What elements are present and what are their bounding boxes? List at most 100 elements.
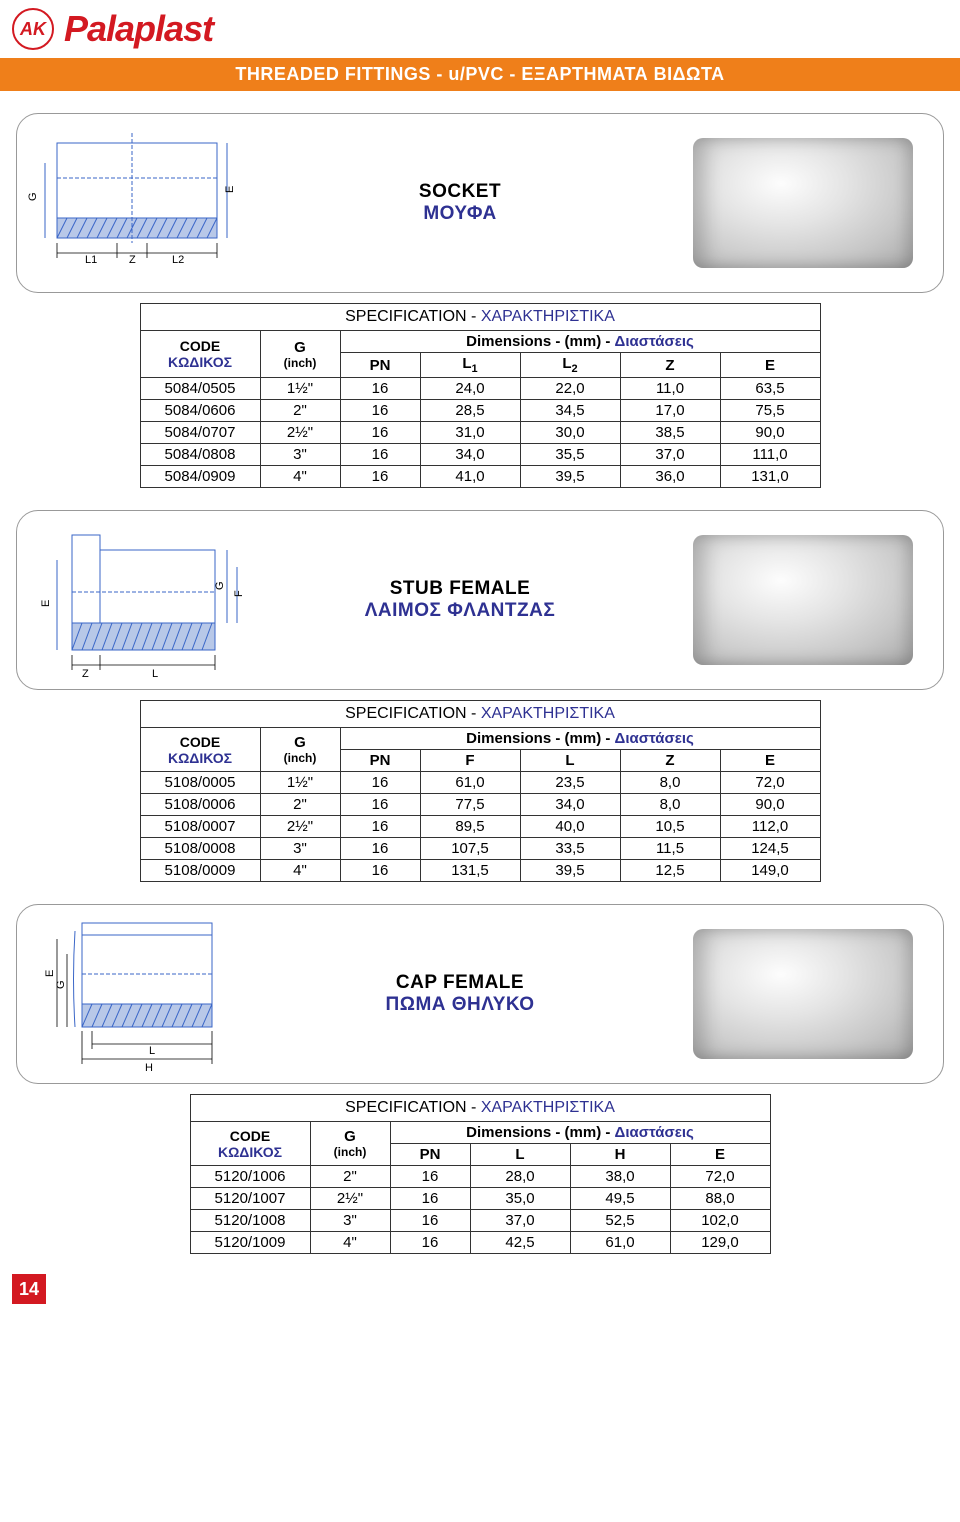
table-row: 5084/09094"1641,039,536,0131,0 [140, 466, 820, 488]
spec-title: SPECIFICATION - ΧΑΡΑΚΤΗΡΙΣΤΙΚΑ [140, 701, 820, 728]
code-header: CODE ΚΩΔΙΚΟΣ [140, 728, 260, 772]
dim-col-header: PN [390, 1144, 470, 1166]
diagram-cap-female: E G L H [27, 909, 247, 1079]
table-cell: 3" [310, 1210, 390, 1232]
table-cell: 37,0 [620, 444, 720, 466]
table-cell: 63,5 [720, 378, 820, 400]
page-number: 14 [12, 1274, 46, 1304]
table-cell: 5120/1009 [190, 1232, 310, 1254]
table-cell: 11,5 [620, 838, 720, 860]
table-cell: 2½" [310, 1188, 390, 1210]
table-cell: 34,5 [520, 400, 620, 422]
logo-row: AK Palaplast [0, 0, 960, 54]
table-cell: 5084/0505 [140, 378, 260, 400]
table-cell: 3" [260, 838, 340, 860]
table-row: 5108/00062"1677,534,08,090,0 [140, 794, 820, 816]
technical-diagram: G E L1 Z L2 [17, 114, 257, 292]
table-cell: 77,5 [420, 794, 520, 816]
code-header: CODE ΚΩΔΙΚΟΣ [140, 331, 260, 378]
svg-text:E: E [224, 186, 236, 193]
table-cell: 34,0 [420, 444, 520, 466]
dim-col-header: Z [620, 750, 720, 772]
dimensions-header: Dimensions - (mm) - Διαστάσεις [340, 331, 820, 353]
table-row: 5120/10072½"1635,049,588,0 [190, 1188, 770, 1210]
table-cell: 129,0 [670, 1232, 770, 1254]
table-cell: 24,0 [420, 378, 520, 400]
spec-table: SPECIFICATION - ΧΑΡΑΚΤΗΡΙΣΤΙΚΑ CODE ΚΩΔΙ… [190, 1094, 771, 1254]
table-cell: 90,0 [720, 422, 820, 444]
product-card: G E L1 Z L2 SOCKET ΜΟΥΦΑ [16, 113, 944, 293]
svg-text:L: L [149, 1045, 155, 1057]
table-row: 5108/00072½"1689,540,010,5112,0 [140, 816, 820, 838]
table-cell: 102,0 [670, 1210, 770, 1232]
table-cell: 124,5 [720, 838, 820, 860]
table-cell: 41,0 [420, 466, 520, 488]
table-row: 5108/00051½"1661,023,58,072,0 [140, 772, 820, 794]
table-cell: 38,5 [620, 422, 720, 444]
table-cell: 16 [390, 1232, 470, 1254]
table-cell: 16 [340, 816, 420, 838]
g-header: G (inch) [260, 331, 340, 378]
table-cell: 2" [310, 1166, 390, 1188]
table-cell: 61,0 [570, 1232, 670, 1254]
svg-text:E: E [44, 970, 56, 977]
table-cell: 16 [340, 838, 420, 860]
table-cell: 22,0 [520, 378, 620, 400]
table-cell: 4" [260, 466, 340, 488]
diagram-socket: G E L1 Z L2 [27, 123, 247, 283]
product-name-gr: ΠΩΜΑ ΘΗΛΥΚΟ [257, 994, 663, 1016]
brand-name: Palaplast [64, 8, 213, 50]
table-cell: 5084/0909 [140, 466, 260, 488]
table-cell: 112,0 [720, 816, 820, 838]
page: AK Palaplast THREADED FITTINGS - u/PVC -… [0, 0, 960, 1314]
table-row: 5108/00083"16107,533,511,5124,5 [140, 838, 820, 860]
table-cell: 16 [390, 1166, 470, 1188]
technical-diagram: E G L H [17, 905, 257, 1083]
table-row: 5084/05051½"1624,022,011,063,5 [140, 378, 820, 400]
svg-text:G: G [214, 581, 226, 590]
table-cell: 36,0 [620, 466, 720, 488]
svg-text:L2: L2 [172, 254, 184, 266]
table-cell: 39,5 [520, 466, 620, 488]
table-cell: 16 [340, 466, 420, 488]
product-name-en: CAP FEMALE [257, 972, 663, 994]
product-card: E G L H CAP FEMALE ΠΩΜΑ ΘΗΛΥΚΟ [16, 904, 944, 1084]
dim-col-header: Z [620, 353, 720, 378]
dim-col-header: E [720, 750, 820, 772]
section-title-bar: THREADED FITTINGS - u/PVC - ΕΞΑΡΤΗΜΑΤΑ Β… [0, 58, 960, 91]
table-cell: 5084/0808 [140, 444, 260, 466]
svg-text:F: F [233, 590, 245, 597]
table-cell: 61,0 [420, 772, 520, 794]
table-cell: 28,0 [470, 1166, 570, 1188]
table-row: 5120/10083"1637,052,5102,0 [190, 1210, 770, 1232]
table-cell: 16 [340, 400, 420, 422]
table-cell: 16 [390, 1210, 470, 1232]
product-title-block: STUB FEMALE ΛΑΙΜΟΣ ΦΛΑΝΤΖΑΣ [257, 578, 663, 622]
table-cell: 38,0 [570, 1166, 670, 1188]
table-cell: 2½" [260, 816, 340, 838]
table-cell: 23,5 [520, 772, 620, 794]
table-cell: 8,0 [620, 794, 720, 816]
product-photo [663, 905, 943, 1083]
table-cell: 1½" [260, 772, 340, 794]
table-cell: 35,5 [520, 444, 620, 466]
g-header: G (inch) [260, 728, 340, 772]
dim-col-header: L1 [420, 353, 520, 378]
table-row: 5084/08083"1634,035,537,0111,0 [140, 444, 820, 466]
dim-col-header: PN [340, 353, 420, 378]
table-cell: 28,5 [420, 400, 520, 422]
table-cell: 16 [340, 422, 420, 444]
table-cell: 39,5 [520, 860, 620, 882]
dimensions-header: Dimensions - (mm) - Διαστάσεις [390, 1122, 770, 1144]
table-cell: 5120/1006 [190, 1166, 310, 1188]
table-cell: 11,0 [620, 378, 720, 400]
spec-title: SPECIFICATION - ΧΑΡΑΚΤΗΡΙΣΤΙΚΑ [190, 1095, 770, 1122]
table-cell: 149,0 [720, 860, 820, 882]
g-header: G (inch) [310, 1122, 390, 1166]
code-header: CODE ΚΩΔΙΚΟΣ [190, 1122, 310, 1166]
table-cell: 5120/1007 [190, 1188, 310, 1210]
table-cell: 5084/0707 [140, 422, 260, 444]
table-cell: 12,5 [620, 860, 720, 882]
product-title-block: CAP FEMALE ΠΩΜΑ ΘΗΛΥΚΟ [257, 972, 663, 1016]
product-name-gr: ΜΟΥΦΑ [257, 203, 663, 225]
